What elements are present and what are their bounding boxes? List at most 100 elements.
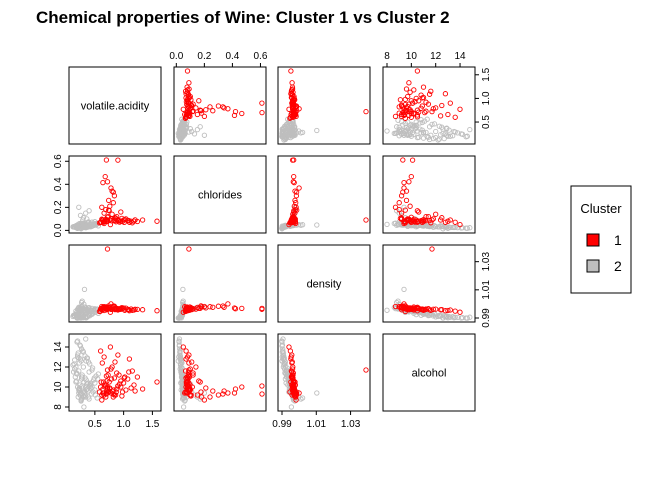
data-point-cluster-1: [185, 112, 192, 119]
data-point-cluster-2: [80, 364, 87, 370]
data-point-cluster-1: [112, 359, 118, 365]
tick-label-chlorides: 0.4: [225, 51, 239, 62]
data-point-cluster-1: [103, 157, 110, 163]
data-point-cluster-2: [441, 135, 447, 142]
data-point-cluster-2: [83, 336, 89, 342]
data-point-cluster-2: [402, 221, 408, 228]
data-point-cluster-1: [185, 376, 191, 382]
tick-label-alcohol: 12: [53, 361, 64, 373]
data-point-cluster-2: [194, 126, 201, 133]
data-point-cluster-1: [429, 246, 435, 252]
data-point-cluster-1: [429, 108, 435, 115]
data-point-cluster-2: [282, 361, 288, 367]
data-point-cluster-1: [180, 309, 186, 315]
data-point-cluster-1: [119, 215, 125, 222]
data-point-cluster-2: [409, 123, 416, 129]
data-point-cluster-2: [401, 204, 407, 210]
data-point-cluster-1: [290, 179, 296, 185]
data-point-cluster-1: [134, 306, 141, 313]
data-point-cluster-1: [126, 219, 133, 225]
data-point-cluster-1: [183, 99, 190, 105]
tick-label-volatile.acidity: 0.5: [481, 115, 492, 129]
data-point-cluster-1: [215, 103, 222, 109]
data-point-cluster-1: [239, 384, 245, 390]
data-point-cluster-2: [392, 130, 399, 137]
tick-label-chlorides: 0.6: [254, 51, 268, 62]
data-point-cluster-2: [281, 355, 287, 361]
data-point-cluster-1: [406, 112, 412, 119]
data-point-cluster-1: [452, 219, 458, 225]
tick-label-alcohol: 10: [406, 51, 418, 62]
data-point-cluster-1: [403, 304, 410, 310]
data-point-cluster-2: [74, 338, 81, 344]
data-point-cluster-2: [95, 371, 101, 377]
data-point-cluster-1: [111, 305, 117, 312]
data-point-cluster-2: [467, 126, 473, 133]
data-point-cluster-2: [467, 314, 473, 320]
data-point-cluster-2: [420, 129, 427, 136]
data-point-cluster-2: [451, 128, 457, 135]
data-point-cluster-1: [289, 376, 296, 382]
data-point-cluster-2: [433, 223, 439, 230]
data-point-cluster-1: [392, 113, 399, 120]
data-point-cluster-2: [464, 315, 470, 321]
legend-title: Cluster: [580, 201, 622, 216]
data-point-cluster-1: [231, 305, 238, 311]
data-point-cluster-2: [177, 355, 184, 361]
data-point-cluster-1: [363, 217, 369, 223]
data-point-cluster-1: [186, 305, 192, 312]
data-point-cluster-1: [290, 103, 297, 110]
data-point-cluster-1: [293, 392, 300, 398]
data-point-cluster-1: [210, 388, 216, 394]
panel-volatile.acidity-volatile.acidity: [68, 66, 162, 145]
data-point-cluster-1: [418, 218, 424, 224]
data-point-cluster-2: [280, 225, 286, 231]
data-point-cluster-1: [457, 106, 463, 112]
panel-chlorides-alcohol: [382, 155, 476, 234]
data-point-cluster-1: [259, 100, 265, 106]
data-point-cluster-1: [99, 360, 105, 366]
data-point-cluster-1: [201, 113, 208, 120]
data-point-cluster-2: [184, 124, 190, 130]
chart-title: Chemical properties of Wine: Cluster 1 v…: [36, 8, 450, 27]
tick-label-volatile.acidity: 1.0: [117, 419, 131, 430]
data-point-cluster-1: [405, 93, 411, 100]
panel-grid: volatile.acidity chlorides density alcohol 0…: [53, 51, 492, 430]
tick-label-density: 0.99: [481, 308, 492, 328]
tick-label-density: 0.99: [272, 419, 292, 430]
data-point-cluster-1: [396, 200, 402, 206]
data-point-cluster-2: [76, 355, 82, 361]
data-point-cluster-1: [422, 109, 428, 116]
data-point-cluster-1: [126, 308, 133, 314]
data-point-cluster-2: [417, 126, 423, 132]
data-point-cluster-1: [437, 217, 444, 223]
data-point-cluster-1: [419, 95, 425, 101]
data-point-cluster-1: [115, 157, 121, 163]
data-point-cluster-2: [287, 134, 294, 141]
data-point-cluster-2: [429, 121, 435, 128]
tick-label-density: 1.03: [341, 419, 361, 430]
data-point-cluster-1: [131, 382, 137, 388]
data-point-cluster-2: [94, 395, 100, 401]
data-point-cluster-1: [430, 216, 436, 222]
data-point-cluster-1: [430, 106, 436, 112]
data-point-cluster-2: [78, 397, 84, 403]
data-point-cluster-1: [363, 108, 369, 115]
data-point-cluster-2: [76, 204, 82, 210]
data-point-cluster-2: [431, 121, 438, 127]
data-point-cluster-1: [289, 157, 296, 163]
tick-label-alcohol: 10: [53, 381, 64, 393]
data-point-cluster-1: [293, 193, 300, 199]
data-point-cluster-2: [467, 225, 473, 231]
data-point-cluster-2: [85, 305, 92, 311]
data-point-cluster-1: [102, 173, 108, 180]
data-point-cluster-1: [239, 305, 245, 312]
data-point-cluster-1: [114, 370, 120, 376]
data-point-cluster-1: [183, 95, 189, 101]
data-point-cluster-1: [207, 304, 213, 310]
data-point-cluster-1: [197, 379, 203, 385]
data-point-cluster-2: [73, 379, 79, 385]
data-point-cluster-1: [401, 179, 407, 186]
panel-density-alcohol: [382, 244, 476, 323]
tick-label-chlorides: 0.0: [169, 51, 183, 62]
